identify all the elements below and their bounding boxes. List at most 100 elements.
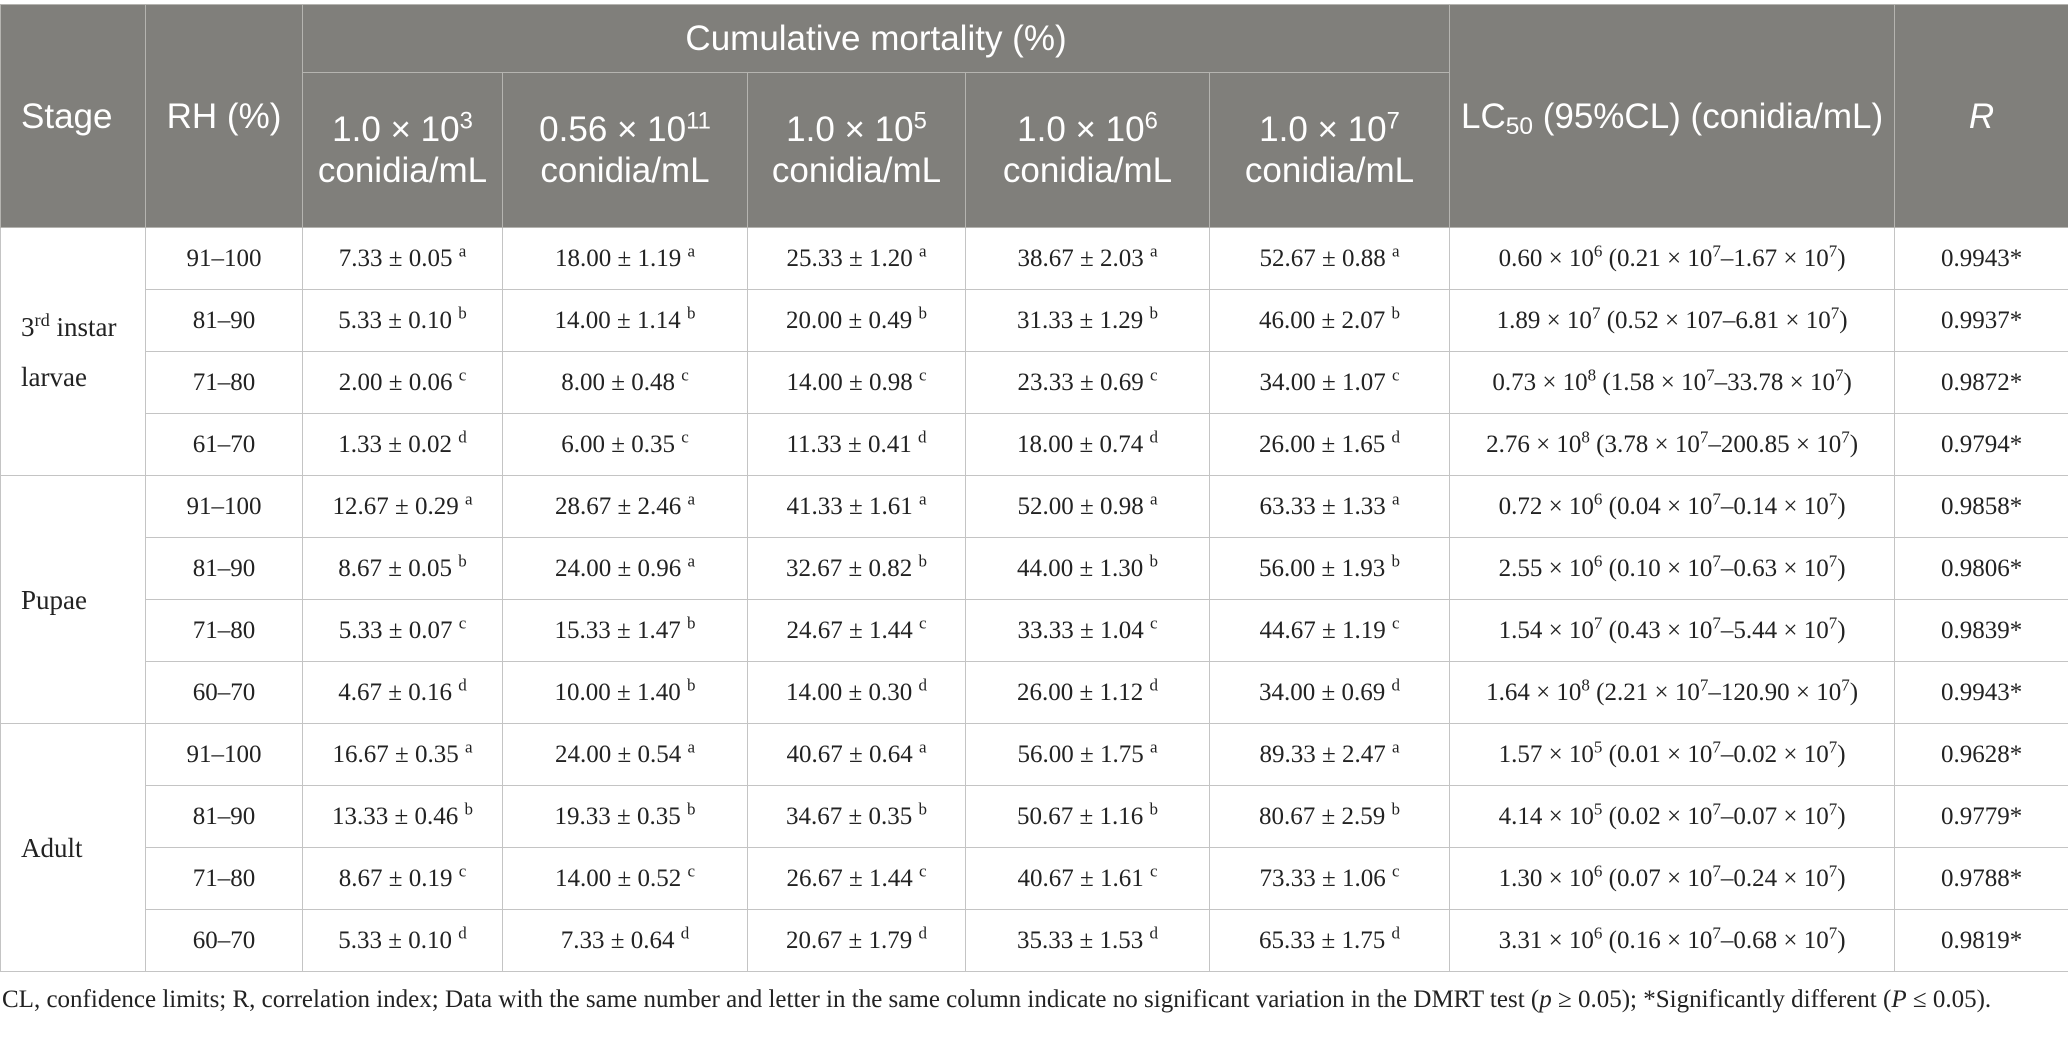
mortality-value: 65.33 ± 1.75: [1259, 926, 1386, 954]
stage-cell: Adult: [0, 723, 146, 972]
mortality-cell: 28.67 ± 2.46 a: [502, 475, 748, 538]
lc50-exponent: 7: [1828, 861, 1838, 881]
lc50-part: 1.30 × 10: [1498, 864, 1594, 892]
rh-cell: 91–100: [145, 475, 303, 538]
significance-letter: b: [686, 613, 696, 633]
mortality-cell: 14.00 ± 1.14 b: [502, 289, 748, 352]
significance-letter: a: [687, 241, 696, 261]
lc50-cell: 1.30 × 106 (0.07 × 107–0.24 × 107): [1449, 847, 1896, 910]
mortality-value: 1.33 ± 0.02: [338, 430, 452, 458]
lc50-part: –1.67 × 10: [1720, 244, 1829, 272]
mortality-value: 7.33 ± 0.64: [560, 926, 675, 954]
lc50-exponent: 7: [1712, 241, 1721, 261]
lc50-part: 2.55 × 10: [1498, 554, 1594, 582]
mortality-cell: 46.00 ± 2.07 b: [1208, 289, 1451, 352]
mortality-cell: 5.33 ± 0.10 b: [302, 289, 503, 352]
significance-letter: b: [458, 303, 467, 323]
rh-cell: 91–100: [145, 227, 303, 290]
significance-letter: d: [1391, 675, 1401, 695]
significance-letter: d: [1391, 427, 1401, 447]
concentration-mantissa: 0.56: [539, 110, 608, 149]
significance-letter: a: [918, 241, 927, 261]
mortality-cell: 14.00 ± 0.98 c: [747, 351, 966, 414]
significance-letter: a: [918, 489, 927, 509]
mortality-value: 41.33 ± 1.61: [786, 492, 913, 520]
mortality-value: 10.00 ± 1.40: [554, 678, 681, 706]
significance-letter: b: [686, 675, 696, 695]
header-concentration: 1.0 × 107 conidia/mL: [1208, 72, 1451, 228]
significance-letter: c: [918, 861, 927, 881]
mortality-value: 63.33 ± 1.33: [1259, 492, 1386, 520]
stage-cell: Pupae: [0, 475, 146, 724]
lc50-exponent: 7: [1828, 551, 1838, 571]
mortality-cell: 7.33 ± 0.64 d: [502, 909, 748, 972]
concentration-exponent: 3: [459, 107, 473, 135]
significance-letter: c: [918, 365, 927, 385]
mortality-cell: 25.33 ± 1.20 a: [747, 227, 966, 290]
mortality-cell: 26.67 ± 1.44 c: [747, 847, 966, 910]
mortality-cell: 18.00 ± 0.74 d: [965, 413, 1210, 476]
table-row: 60–70 4.67 ± 0.16 d 10.00 ± 1.40 b 14.00 ± …: [1, 661, 2068, 724]
table-row: 81–90 8.67 ± 0.05 b 24.00 ± 0.96 a 32.67 ± …: [1, 537, 2068, 600]
lc50-exponent: 7: [1712, 551, 1721, 571]
mortality-cell: 6.00 ± 0.35 c: [502, 413, 748, 476]
mortality-cell: 63.33 ± 1.33 a: [1208, 475, 1451, 538]
header-stage: Stage: [0, 4, 146, 228]
mortality-cell: 19.33 ± 0.35 b: [502, 785, 748, 848]
significance-letter: a: [1392, 489, 1400, 509]
mortality-cell: 20.00 ± 0.49 b: [747, 289, 966, 352]
lc50-part: ): [1837, 864, 1846, 892]
mortality-value: 24.00 ± 0.54: [554, 740, 682, 768]
lc50-exponent: 7: [1712, 489, 1721, 509]
lc50-part: –120.90 × 10: [1708, 678, 1842, 706]
significance-letter: a: [1149, 241, 1158, 261]
lc50-exponent: 6: [1593, 489, 1603, 509]
lc50-part: 1.64 × 10: [1486, 678, 1582, 706]
mortality-value: 20.00 ± 0.49: [786, 306, 913, 334]
lc50-exponent: 8: [1581, 427, 1590, 447]
mortality-value: 26.67 ± 1.44: [786, 864, 913, 892]
mortality-value: 25.33 ± 1.20: [786, 244, 913, 272]
significance-letter: b: [918, 799, 927, 819]
stage-label: Pupae: [21, 584, 87, 615]
lc50-part: (0.16 × 10: [1602, 926, 1713, 954]
mortality-value: 33.33 ± 1.04: [1017, 616, 1144, 644]
mortality-cell: 73.33 ± 1.06 c: [1208, 847, 1451, 910]
mortality-value: 52.00 ± 0.98: [1017, 492, 1144, 520]
lc50-exponent: 7: [1828, 489, 1838, 509]
r-cell: 0.9819*: [1894, 909, 2068, 972]
significance-letter: a: [1392, 737, 1400, 757]
mortality-table: Stage RH (%) Cumulative mortality (%) LC…: [0, 4, 2068, 972]
table-row: 3rd instar larvae 91–100 7.33 ± 0.05 a 18.0…: [0, 227, 2068, 476]
lc50-part: –0.14 × 10: [1720, 492, 1829, 520]
mortality-value: 24.00 ± 0.96: [554, 554, 682, 582]
concentration-unit: conidia/mL: [317, 151, 488, 190]
lc50-part: ): [1849, 678, 1859, 706]
header-rh: RH (%): [145, 4, 303, 228]
mortality-cell: 10.00 ± 1.40 b: [502, 661, 748, 724]
lc50-part: ): [1837, 554, 1846, 582]
mortality-value: 80.67 ± 2.59: [1259, 802, 1386, 830]
significance-letter: a: [464, 489, 473, 509]
significance-letter: c: [687, 861, 696, 881]
significance-letter: c: [458, 861, 467, 881]
lc50-exponent: 7: [1712, 861, 1721, 881]
r-cell: 0.9839*: [1894, 599, 2068, 662]
lc50-exponent: 5: [1593, 737, 1603, 757]
significance-letter: d: [458, 923, 467, 943]
lc50-part: (0.01 × 10: [1602, 740, 1713, 768]
mortality-value: 89.33 ± 2.47: [1259, 740, 1386, 768]
rh-cell: 81–90: [145, 785, 303, 848]
lc50-part: 2.76 × 10: [1486, 430, 1582, 458]
lc50-part: (0.10 × 10: [1602, 554, 1713, 582]
mortality-cell: 52.67 ± 0.88 a: [1208, 227, 1451, 290]
mortality-value: 20.67 ± 1.79: [786, 926, 913, 954]
concentration-mantissa: 1.0: [1017, 110, 1066, 149]
concentration-mantissa: 1.0: [786, 110, 835, 149]
mortality-value: 18.00 ± 1.19: [554, 244, 682, 272]
lc50-exponent: 6: [1593, 551, 1603, 571]
mortality-value: 56.00 ± 1.75: [1017, 740, 1144, 768]
lc50-part: –33.78 × 10: [1714, 368, 1835, 396]
mortality-value: 14.00 ± 0.98: [786, 368, 913, 396]
table-row: 60–70 5.33 ± 0.10 d 7.33 ± 0.64 d 20.67 ± 1…: [1, 909, 2068, 972]
